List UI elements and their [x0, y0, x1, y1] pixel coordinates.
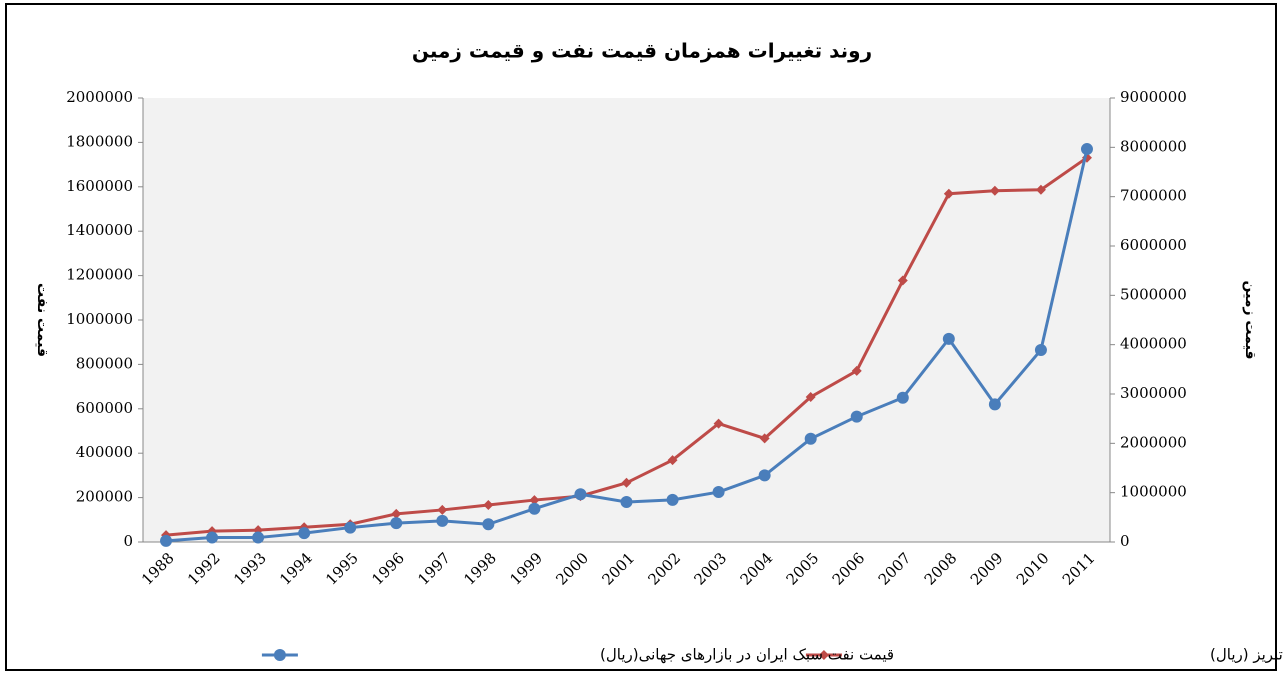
marker: [896, 391, 909, 404]
marker: [713, 418, 724, 429]
legend-marker: [273, 649, 286, 661]
y2-tick-label: 5000000: [1120, 285, 1187, 303]
y-tick-label: 600000: [76, 399, 133, 417]
marker: [851, 365, 862, 376]
marker: [621, 477, 632, 488]
chart-title: روند تغییرات همزمان قیمت نفت و قیمت زمین: [412, 39, 872, 63]
y2-tick-label: 3000000: [1120, 384, 1187, 402]
marker: [298, 527, 311, 540]
y2-tick-label: 6000000: [1120, 236, 1187, 254]
marker: [759, 433, 770, 444]
y-tick-label: 0: [123, 532, 133, 550]
marker: [667, 455, 678, 466]
marker: [483, 500, 494, 510]
y-tick-label: 1400000: [66, 221, 133, 239]
marker: [805, 391, 816, 402]
y-tick-label: 1200000: [66, 266, 133, 284]
y-tick-label: 1600000: [66, 177, 133, 195]
marker: [1080, 143, 1093, 156]
marker: [482, 518, 495, 531]
y-tick-label: 1800000: [66, 132, 133, 150]
plot-area: [143, 98, 1110, 542]
y2-tick-label: 0: [1120, 532, 1130, 550]
y2-tick-label: 9000000: [1120, 88, 1187, 106]
marker: [712, 486, 725, 499]
legend-label: قیمت نفت سبک ایران در بازارهای جهانی(ریا…: [600, 646, 894, 664]
y2-tick-label: 7000000: [1120, 187, 1187, 205]
y2-tick-label: 2000000: [1120, 433, 1187, 451]
y-tick-label: 200000: [76, 488, 133, 506]
marker: [897, 275, 908, 286]
y2-tick-label: 8000000: [1120, 137, 1187, 155]
y2-axis-title: قیمت زمین: [1242, 280, 1258, 359]
marker: [344, 521, 357, 534]
marker: [943, 188, 954, 199]
legend-label: متوسط قیمت یک مترمربع زمین در کلان شهر ت…: [1210, 646, 1284, 664]
marker: [206, 531, 219, 544]
y-tick-label: 800000: [76, 354, 133, 372]
marker: [437, 504, 448, 515]
marker: [160, 534, 173, 547]
marker: [574, 488, 587, 501]
marker: [758, 469, 771, 482]
marker: [528, 502, 541, 515]
y-tick-label: 1000000: [66, 310, 133, 328]
marker: [252, 531, 265, 544]
y-tick-label: 2000000: [66, 88, 133, 106]
marker: [436, 514, 449, 527]
marker: [391, 508, 402, 519]
y-axis-title: قیمت نفت: [34, 283, 50, 357]
marker: [850, 410, 863, 423]
marker: [989, 185, 1000, 196]
y-tick-label: 400000: [76, 443, 133, 461]
marker: [804, 432, 817, 445]
marker: [529, 495, 540, 506]
marker: [1035, 184, 1046, 195]
y2-tick-label: 4000000: [1120, 335, 1187, 353]
marker: [1034, 343, 1047, 356]
marker: [942, 332, 955, 345]
marker: [620, 496, 633, 509]
marker: [666, 493, 679, 506]
marker: [988, 398, 1001, 411]
legend-marker: [818, 650, 829, 660]
y2-tick-label: 1000000: [1120, 483, 1187, 501]
marker: [390, 517, 403, 530]
